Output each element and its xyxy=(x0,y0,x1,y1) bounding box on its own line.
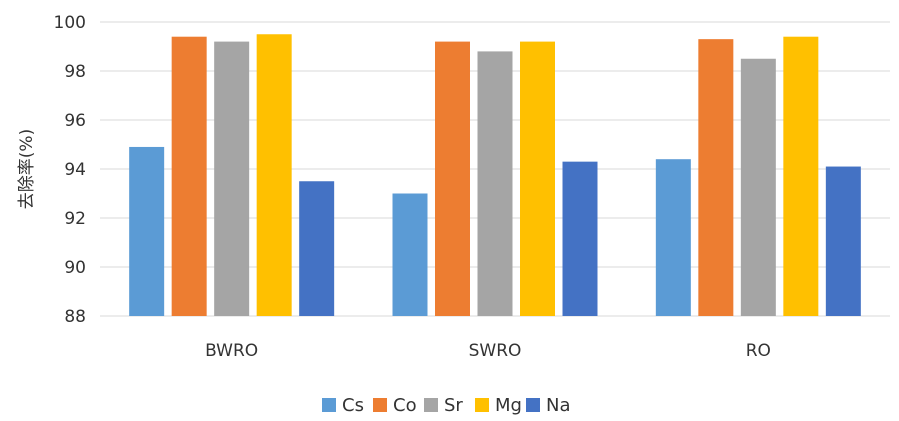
bar-ro-cs xyxy=(655,159,691,316)
bar-bwro-sr xyxy=(214,41,250,316)
legend-swatch-mg xyxy=(475,398,489,412)
bar-swro-sr xyxy=(477,51,513,317)
legend: Cs Co Sr Mg Na xyxy=(322,395,571,416)
x-axis-categories: BWRO SWRO RO xyxy=(205,341,771,361)
y-tick-label-100: 100 xyxy=(54,13,86,33)
bars xyxy=(129,34,861,317)
legend-label-mg: Mg xyxy=(495,395,522,416)
legend-label-co: Co xyxy=(393,395,417,416)
x-category-label-swro: SWRO xyxy=(469,341,522,361)
bar-bwro-cs xyxy=(129,146,165,316)
legend-swatch-co xyxy=(373,398,387,412)
bar-ro-mg xyxy=(783,36,819,316)
bar-bwro-co xyxy=(171,36,207,316)
bar-swro-mg xyxy=(520,41,555,316)
y-tick-label-90: 90 xyxy=(64,258,86,278)
y-tick-label-98: 98 xyxy=(64,62,86,82)
bar-ro-sr xyxy=(740,58,776,316)
legend-swatch-cs xyxy=(322,398,336,412)
y-axis-label: 去除率(%) xyxy=(17,129,37,209)
bar-ro-co xyxy=(698,39,734,317)
legend-swatch-na xyxy=(526,398,540,412)
legend-label-sr: Sr xyxy=(444,395,463,416)
bar-swro-na xyxy=(562,161,598,316)
bar-swro-cs xyxy=(392,193,428,316)
y-axis-ticks: 88 90 92 94 96 98 100 xyxy=(54,13,86,327)
y-tick-label-94: 94 xyxy=(64,160,86,180)
legend-label-na: Na xyxy=(546,395,571,416)
bar-ro-na xyxy=(825,166,861,316)
y-tick-label-88: 88 xyxy=(64,307,86,327)
legend-swatch-sr xyxy=(424,398,438,412)
x-category-label-ro: RO xyxy=(746,341,771,361)
y-tick-label-92: 92 xyxy=(64,209,86,229)
legend-label-cs: Cs xyxy=(342,395,364,416)
bar-bwro-na xyxy=(299,181,335,316)
bar-swro-co xyxy=(435,41,470,316)
bar-bwro-mg xyxy=(256,34,292,316)
x-category-label-bwro: BWRO xyxy=(205,341,258,361)
y-tick-label-96: 96 xyxy=(64,111,86,131)
